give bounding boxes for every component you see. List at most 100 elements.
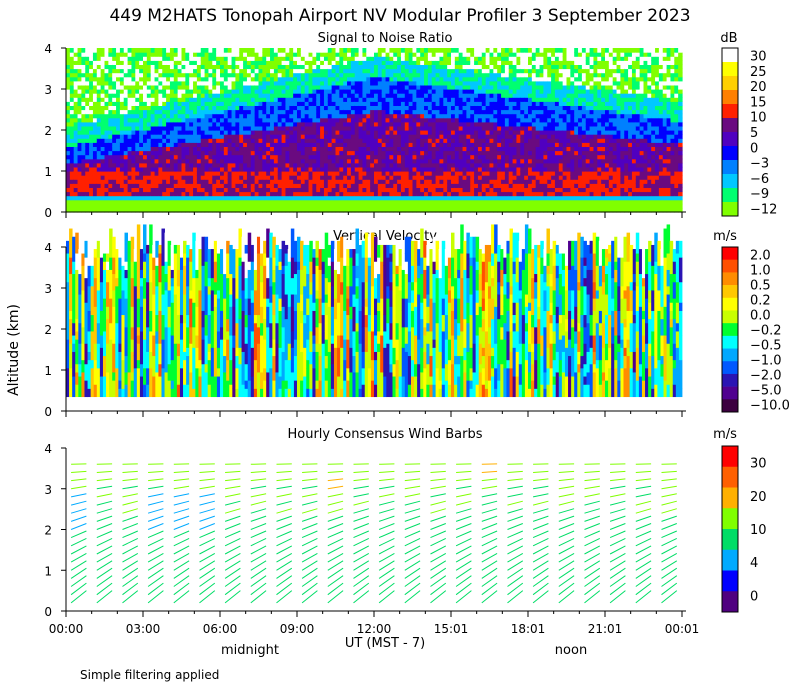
snr-cell xyxy=(308,84,313,90)
snr-cell xyxy=(400,158,406,164)
snr-cell xyxy=(273,60,279,65)
snr-cell xyxy=(393,146,398,152)
snr-cell xyxy=(204,48,210,53)
snr-cell xyxy=(108,48,113,53)
snr-cell xyxy=(493,130,498,135)
snr-cell xyxy=(431,84,437,90)
snr-cell xyxy=(77,125,82,131)
snr-cell xyxy=(323,146,329,152)
snr-cell xyxy=(273,117,279,123)
snr-cell xyxy=(166,162,171,168)
snr-cell xyxy=(223,60,229,65)
snr-cell xyxy=(327,84,333,90)
snr-cell xyxy=(185,146,190,152)
snr-cell xyxy=(381,89,387,94)
snr-cell xyxy=(135,134,140,139)
snr-cell xyxy=(350,130,356,135)
snr-cell xyxy=(323,80,329,86)
snr-cell xyxy=(162,109,167,115)
snr-cell xyxy=(154,93,159,98)
snr-cell xyxy=(204,113,210,119)
snr-cell xyxy=(474,146,479,152)
snr-cell xyxy=(439,64,444,70)
snr-cell xyxy=(69,93,75,98)
snr-cell xyxy=(327,130,333,135)
snr-cell xyxy=(424,109,429,115)
snr-cell xyxy=(374,199,379,205)
snr-cell xyxy=(119,60,125,65)
snr-cell xyxy=(119,154,125,160)
snr-cell xyxy=(285,105,290,111)
snr-cell xyxy=(104,138,109,143)
snr-cell xyxy=(243,101,248,106)
snr-cell xyxy=(193,80,198,86)
snr-cell xyxy=(239,97,244,102)
snr-cell xyxy=(204,146,210,152)
snr-cell xyxy=(408,183,414,188)
snr-cell xyxy=(289,93,294,98)
snr-cell xyxy=(404,187,410,193)
snr-cell xyxy=(250,97,256,102)
snr-cell xyxy=(524,142,529,147)
snr-cell xyxy=(196,52,202,57)
snr-cell xyxy=(262,93,267,98)
snr-cell xyxy=(524,179,529,184)
snr-cell xyxy=(420,72,425,78)
snr-cell xyxy=(520,125,525,131)
snr-cell xyxy=(320,117,325,123)
snr-cell xyxy=(273,89,279,94)
snr-cell xyxy=(339,175,344,180)
snr-cell xyxy=(516,117,521,123)
snr-cell xyxy=(524,125,529,131)
snr-cell xyxy=(497,171,502,176)
snr-cell xyxy=(293,203,298,209)
snr-cell xyxy=(358,134,364,139)
snr-cell xyxy=(362,146,367,152)
snr-cell xyxy=(458,109,464,115)
snr-cell xyxy=(489,175,494,180)
snr-cell xyxy=(366,162,371,168)
snr-cell xyxy=(250,175,256,180)
snr-cell xyxy=(285,171,290,176)
snr-cell xyxy=(189,56,194,61)
snr-cell xyxy=(323,72,329,78)
snr-cell xyxy=(150,150,156,156)
snr-cell xyxy=(420,68,425,74)
snr-cell xyxy=(216,64,221,70)
snr-cell xyxy=(200,60,206,65)
snr-cell xyxy=(339,76,344,82)
snr-cell xyxy=(185,109,190,115)
snr-cell xyxy=(370,117,375,123)
snr-cell xyxy=(200,125,206,131)
snr-cell xyxy=(535,60,541,65)
snr-cell xyxy=(520,150,525,156)
snr-cell xyxy=(85,162,90,168)
snr-cell xyxy=(323,207,329,213)
snr-cell xyxy=(235,207,240,213)
snr-cell xyxy=(389,113,394,119)
snr-cell xyxy=(273,175,279,180)
snr-cell xyxy=(431,179,437,184)
snr-cell xyxy=(474,203,479,209)
snr-cell xyxy=(169,48,175,53)
snr-cell xyxy=(119,84,125,90)
snr-cell xyxy=(366,113,371,119)
snr-cell xyxy=(258,195,263,201)
snr-cell xyxy=(443,158,448,164)
snr-cell xyxy=(285,113,290,119)
snr-cell xyxy=(204,162,210,168)
snr-cell xyxy=(404,171,410,176)
snr-cell xyxy=(185,125,190,131)
snr-cell xyxy=(431,146,437,152)
snr-cell xyxy=(339,150,344,156)
snr-cell xyxy=(420,162,425,168)
snr-cell xyxy=(119,138,125,143)
snr-cell xyxy=(220,203,225,209)
snr-cell xyxy=(489,89,494,94)
snr-cell xyxy=(281,117,287,123)
snr-cell xyxy=(208,203,213,209)
snr-cell xyxy=(154,121,159,127)
snr-cell xyxy=(412,138,417,143)
snr-cell xyxy=(96,117,102,123)
snr-cell xyxy=(393,109,398,115)
